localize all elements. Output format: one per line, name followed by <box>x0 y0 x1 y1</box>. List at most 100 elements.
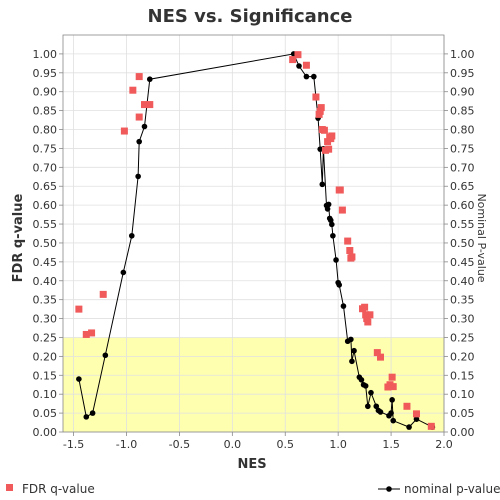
nominal-p-value-point <box>351 347 357 354</box>
fdr-q-value-point <box>362 311 370 319</box>
y-tick-label: 0.85 <box>33 105 58 118</box>
y-tick-label: 0.45 <box>33 256 58 269</box>
y2-tick-label: 0.45 <box>450 256 475 269</box>
y2-tick-label: 0.85 <box>450 105 475 118</box>
nominal-p-value-point <box>336 282 343 288</box>
y2-tick-label: 0.95 <box>450 67 475 80</box>
x-tick-label: 1.0 <box>329 438 347 451</box>
nominal-p-value-point <box>373 403 380 410</box>
nominal-p-value-point <box>362 383 369 389</box>
fdr-q-value-point <box>120 127 128 135</box>
x-axis: -1.5 -1.0 -0.5 0.0 0.5 1.0 1.5 2.0 <box>63 432 453 451</box>
fdr-q-value-point <box>348 253 356 261</box>
nominal-p-value-point <box>340 303 347 309</box>
chart-title: NES vs. Significance <box>148 6 353 27</box>
x-tick-label: -0.5 <box>169 438 190 451</box>
fdr-q-value-point <box>140 101 148 109</box>
y2-tick-label: 0.40 <box>450 275 475 288</box>
y-axis-label: FDR q-value <box>11 193 26 282</box>
fdr-q-value-point <box>361 303 369 311</box>
fdr-q-value-point <box>325 145 333 153</box>
fdr-q-value-point <box>289 56 297 64</box>
y2-tick-label: 0.00 <box>450 426 475 439</box>
y-tick-label: 0.70 <box>33 161 58 174</box>
legend-fdr-label: FDR q-value <box>22 482 95 496</box>
nominal-p-value-point <box>89 410 96 416</box>
y-tick-label: 0.50 <box>33 237 58 250</box>
x-tick-label: -1.5 <box>63 438 84 451</box>
nominal-p-value-point <box>348 336 354 343</box>
y2-tick-label: 1.00 <box>450 48 475 61</box>
fdr-q-value-point <box>302 61 310 69</box>
nominal-p-value-point <box>368 389 374 396</box>
y2-tick-label: 0.05 <box>450 407 475 420</box>
fdr-q-value-point <box>346 247 354 255</box>
nominal-p-value-point <box>135 173 141 180</box>
nominal-p-value-point <box>303 73 310 80</box>
fdr-q-value-point <box>135 73 143 81</box>
nominal-p-value-point <box>141 123 148 130</box>
fdr-q-value-point <box>75 305 83 313</box>
x-axis-label: NES <box>237 457 266 472</box>
nominal-p-value-point <box>365 403 371 410</box>
y-tick-label: 0.80 <box>33 124 58 137</box>
fdr-q-value-point <box>389 383 397 391</box>
fdr-q-value-point <box>320 126 328 134</box>
y2-tick-label: 0.75 <box>450 142 475 155</box>
nominal-p-value-point <box>325 201 332 208</box>
fdr-q-value-point <box>344 237 352 245</box>
y-tick-label: 0.55 <box>33 218 58 231</box>
nominal-p-value-point <box>128 232 135 239</box>
nominal-p-value-point <box>296 63 302 69</box>
nominal-p-value-point <box>136 138 142 145</box>
y2-tick-label: 0.70 <box>450 161 475 174</box>
fdr-q-value-point <box>377 353 384 361</box>
y-axis-left: 0.00 0.05 0.10 0.15 0.20 0.25 0.30 0.35 0.40 0.45… <box>33 48 63 439</box>
nominal-p-value-point <box>120 269 127 276</box>
nominal-p-value-point <box>311 73 317 80</box>
y2-tick-label: 0.25 <box>450 331 475 344</box>
x-tick-label: 2.0 <box>435 438 453 451</box>
fdr-q-value-point <box>328 132 336 140</box>
legend-fdr-marker <box>6 484 13 491</box>
fdr-q-value-point <box>317 104 325 112</box>
y2-tick-label: 0.15 <box>450 369 475 382</box>
y-axis-right: 0.00 0.05 0.10 0.15 0.20 0.25 0.30 0.35 0.40 0.45… <box>444 48 475 439</box>
y-tick-label: 0.20 <box>33 350 58 363</box>
nominal-p-value-point <box>377 409 384 415</box>
fdr-q-value-point <box>82 330 90 338</box>
x-tick-label: -1.0 <box>116 438 137 451</box>
fdr-q-value-point <box>366 311 374 319</box>
y2-tick-label: 0.90 <box>450 86 475 99</box>
nominal-p-value-point <box>83 414 90 420</box>
x-tick-label: 0.5 <box>277 438 295 451</box>
nominal-p-value-point <box>76 376 82 382</box>
y2-tick-label: 0.10 <box>450 388 475 401</box>
y-tick-label: 0.35 <box>33 294 58 307</box>
y-tick-label: 0.95 <box>33 67 58 80</box>
fdr-q-value-point <box>403 402 411 410</box>
nominal-p-value-point <box>349 358 355 365</box>
y-tick-label: 1.00 <box>33 48 58 61</box>
fdr-q-value-point <box>412 410 420 418</box>
y-tick-label: 0.65 <box>33 180 58 193</box>
y2-tick-label: 0.30 <box>450 313 475 326</box>
y2-tick-label: 0.50 <box>450 237 475 250</box>
fdr-q-value-point <box>427 422 435 430</box>
fdr-q-value-point <box>312 93 320 101</box>
nominal-p-value-point <box>413 416 420 422</box>
y-tick-label: 0.15 <box>33 369 58 382</box>
nominal-p-value-point <box>102 352 109 359</box>
fdr-q-value-point <box>336 186 344 194</box>
y2-tick-label: 0.20 <box>450 350 475 363</box>
nominal-p-value-point <box>388 410 394 416</box>
nominal-p-value-point <box>358 377 365 383</box>
plot-frame <box>62 34 445 433</box>
fdr-q-value-point <box>338 206 346 214</box>
y2-tick-label: 0.65 <box>450 180 475 193</box>
fdr-q-value-point <box>88 329 96 337</box>
nominal-p-value-point <box>146 76 153 83</box>
fdr-q-value-point <box>146 101 154 109</box>
fdr-q-value-series <box>75 51 435 430</box>
